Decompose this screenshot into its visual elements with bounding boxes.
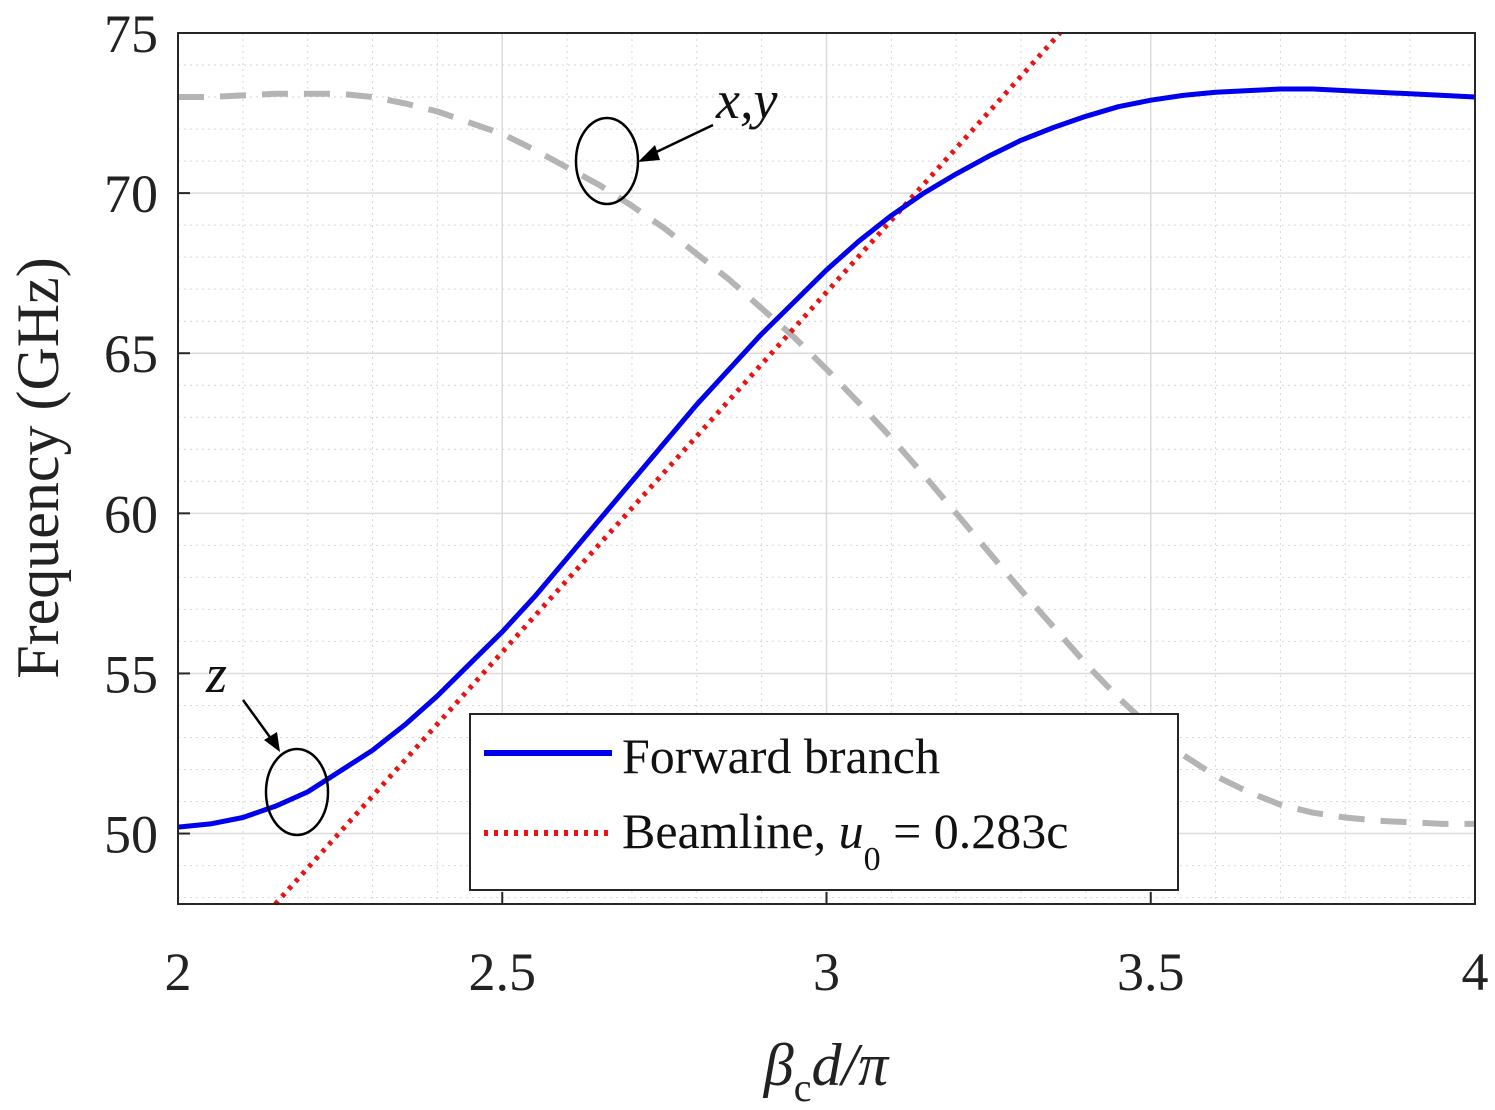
annotation-z-ellipse bbox=[264, 747, 330, 837]
x-tick-label: 4 bbox=[1462, 942, 1489, 1002]
series-layer bbox=[177, 31, 1476, 906]
annotation-xy-ellipse bbox=[574, 116, 640, 206]
y-tick-label: 55 bbox=[104, 644, 158, 704]
x-axis-ticks: 2 2.5 3 3.5 4 bbox=[165, 892, 1489, 1002]
legend: Forward branch Beamline, u0 = 0.283c bbox=[469, 713, 1179, 891]
series-dashed-branch bbox=[178, 90, 1475, 827]
annotation-xy-arrowhead bbox=[638, 145, 660, 162]
y-tick-label: 50 bbox=[104, 805, 158, 865]
series-forward-branch bbox=[177, 86, 1476, 830]
legend-label-beamline: Beamline, u0 = 0.283c bbox=[622, 803, 1069, 878]
y-tick-label: 70 bbox=[104, 164, 158, 224]
legend-box bbox=[469, 713, 1179, 891]
y-tick-label: 65 bbox=[104, 324, 158, 384]
x-tick-label: 2.5 bbox=[469, 942, 537, 1002]
y-axis-ticks: 50 55 60 65 70 75 bbox=[104, 4, 190, 865]
y-tick-label: 75 bbox=[104, 4, 158, 64]
annotation-z: z bbox=[205, 644, 330, 837]
y-tick-label: 60 bbox=[104, 484, 158, 544]
x-tick-label: 2 bbox=[165, 942, 192, 1002]
annotation-xy-arrow bbox=[647, 123, 714, 158]
annotation-z-label: z bbox=[205, 644, 227, 704]
legend-label-forward-branch: Forward branch bbox=[622, 728, 940, 784]
annotation-z-arrow bbox=[241, 699, 274, 741]
y-axis-title: Frequency (GHz) bbox=[5, 257, 71, 679]
annotation-xy-label: x,y bbox=[715, 70, 777, 130]
x-axis-title: βcd/π bbox=[763, 1032, 890, 1110]
x-tick-label: 3 bbox=[813, 942, 840, 1002]
annotation-z-arrowhead bbox=[264, 732, 280, 752]
annotation-xy: x,y bbox=[574, 70, 777, 206]
x-tick-label: 3.5 bbox=[1117, 942, 1185, 1002]
